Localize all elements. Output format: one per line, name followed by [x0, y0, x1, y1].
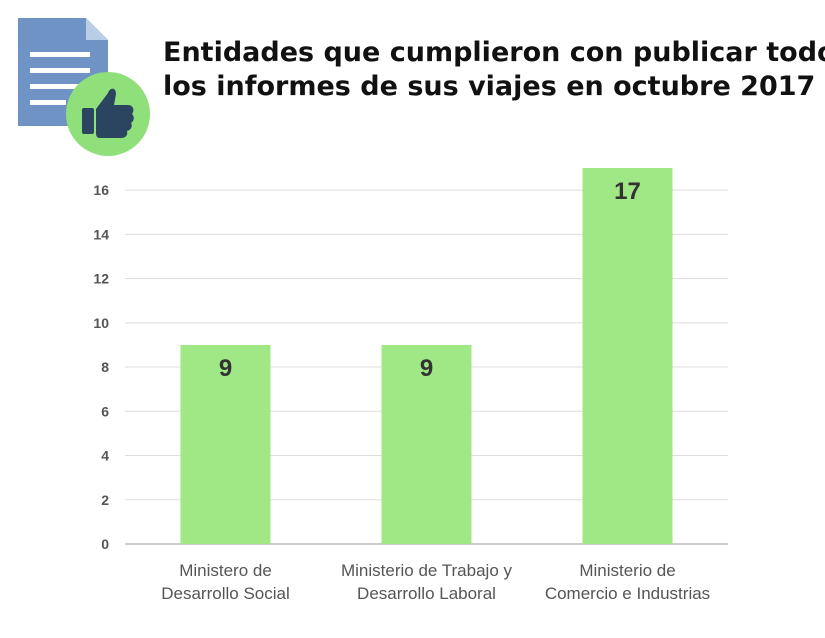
- chart-title-line-2: los informes de sus viajes en octubre 20…: [163, 71, 816, 102]
- bar: [582, 168, 673, 544]
- bar: [381, 344, 472, 544]
- y-tick-label: 16: [93, 182, 109, 198]
- y-tick-label: 14: [93, 226, 109, 242]
- category-labels: Ministero de Desarrollo Social Ministerio …: [161, 561, 710, 603]
- y-tick-label: 2: [101, 492, 109, 508]
- category-label: Ministerio de Comercio e Industrias: [545, 561, 710, 603]
- category-label-line: Comercio e Industrias: [545, 584, 710, 603]
- category-label-line: Ministerio de Trabajo y: [341, 561, 513, 580]
- y-tick-label: 8: [101, 359, 109, 375]
- y-tick-label: 0: [101, 536, 109, 552]
- chart-title-line-1: Entidades que cumplieron con publicar to…: [163, 37, 825, 68]
- chart-title: Entidades que cumplieron con publicar to…: [163, 36, 825, 104]
- y-tick-label: 6: [101, 403, 109, 419]
- data-label: 9: [219, 355, 232, 382]
- data-labels: 9 9 17: [219, 178, 641, 382]
- data-label: 9: [420, 355, 433, 382]
- document-thumbs-up-icon: [18, 18, 150, 156]
- bar: [180, 344, 271, 544]
- bars: [180, 168, 673, 544]
- category-label: Ministero de Desarrollo Social: [161, 561, 290, 603]
- y-tick-label: 12: [93, 271, 109, 287]
- thumbs-up-icon: [96, 88, 134, 138]
- category-label: Ministerio de Trabajo y Desarrollo Labora…: [341, 561, 513, 603]
- thumb-cuff: [82, 108, 94, 134]
- category-label-line: Ministero de: [179, 561, 272, 580]
- category-label-line: Desarrollo Laboral: [357, 584, 496, 603]
- y-tick-label: 4: [101, 448, 109, 464]
- y-axis-ticks: 0 2 4 6 8 10 12 14 16: [93, 182, 109, 552]
- category-label-line: Desarrollo Social: [161, 584, 290, 603]
- y-tick-label: 10: [93, 315, 109, 331]
- data-label: 17: [614, 178, 641, 205]
- category-label-line: Ministerio de: [579, 561, 675, 580]
- document-fold-icon: [86, 18, 108, 40]
